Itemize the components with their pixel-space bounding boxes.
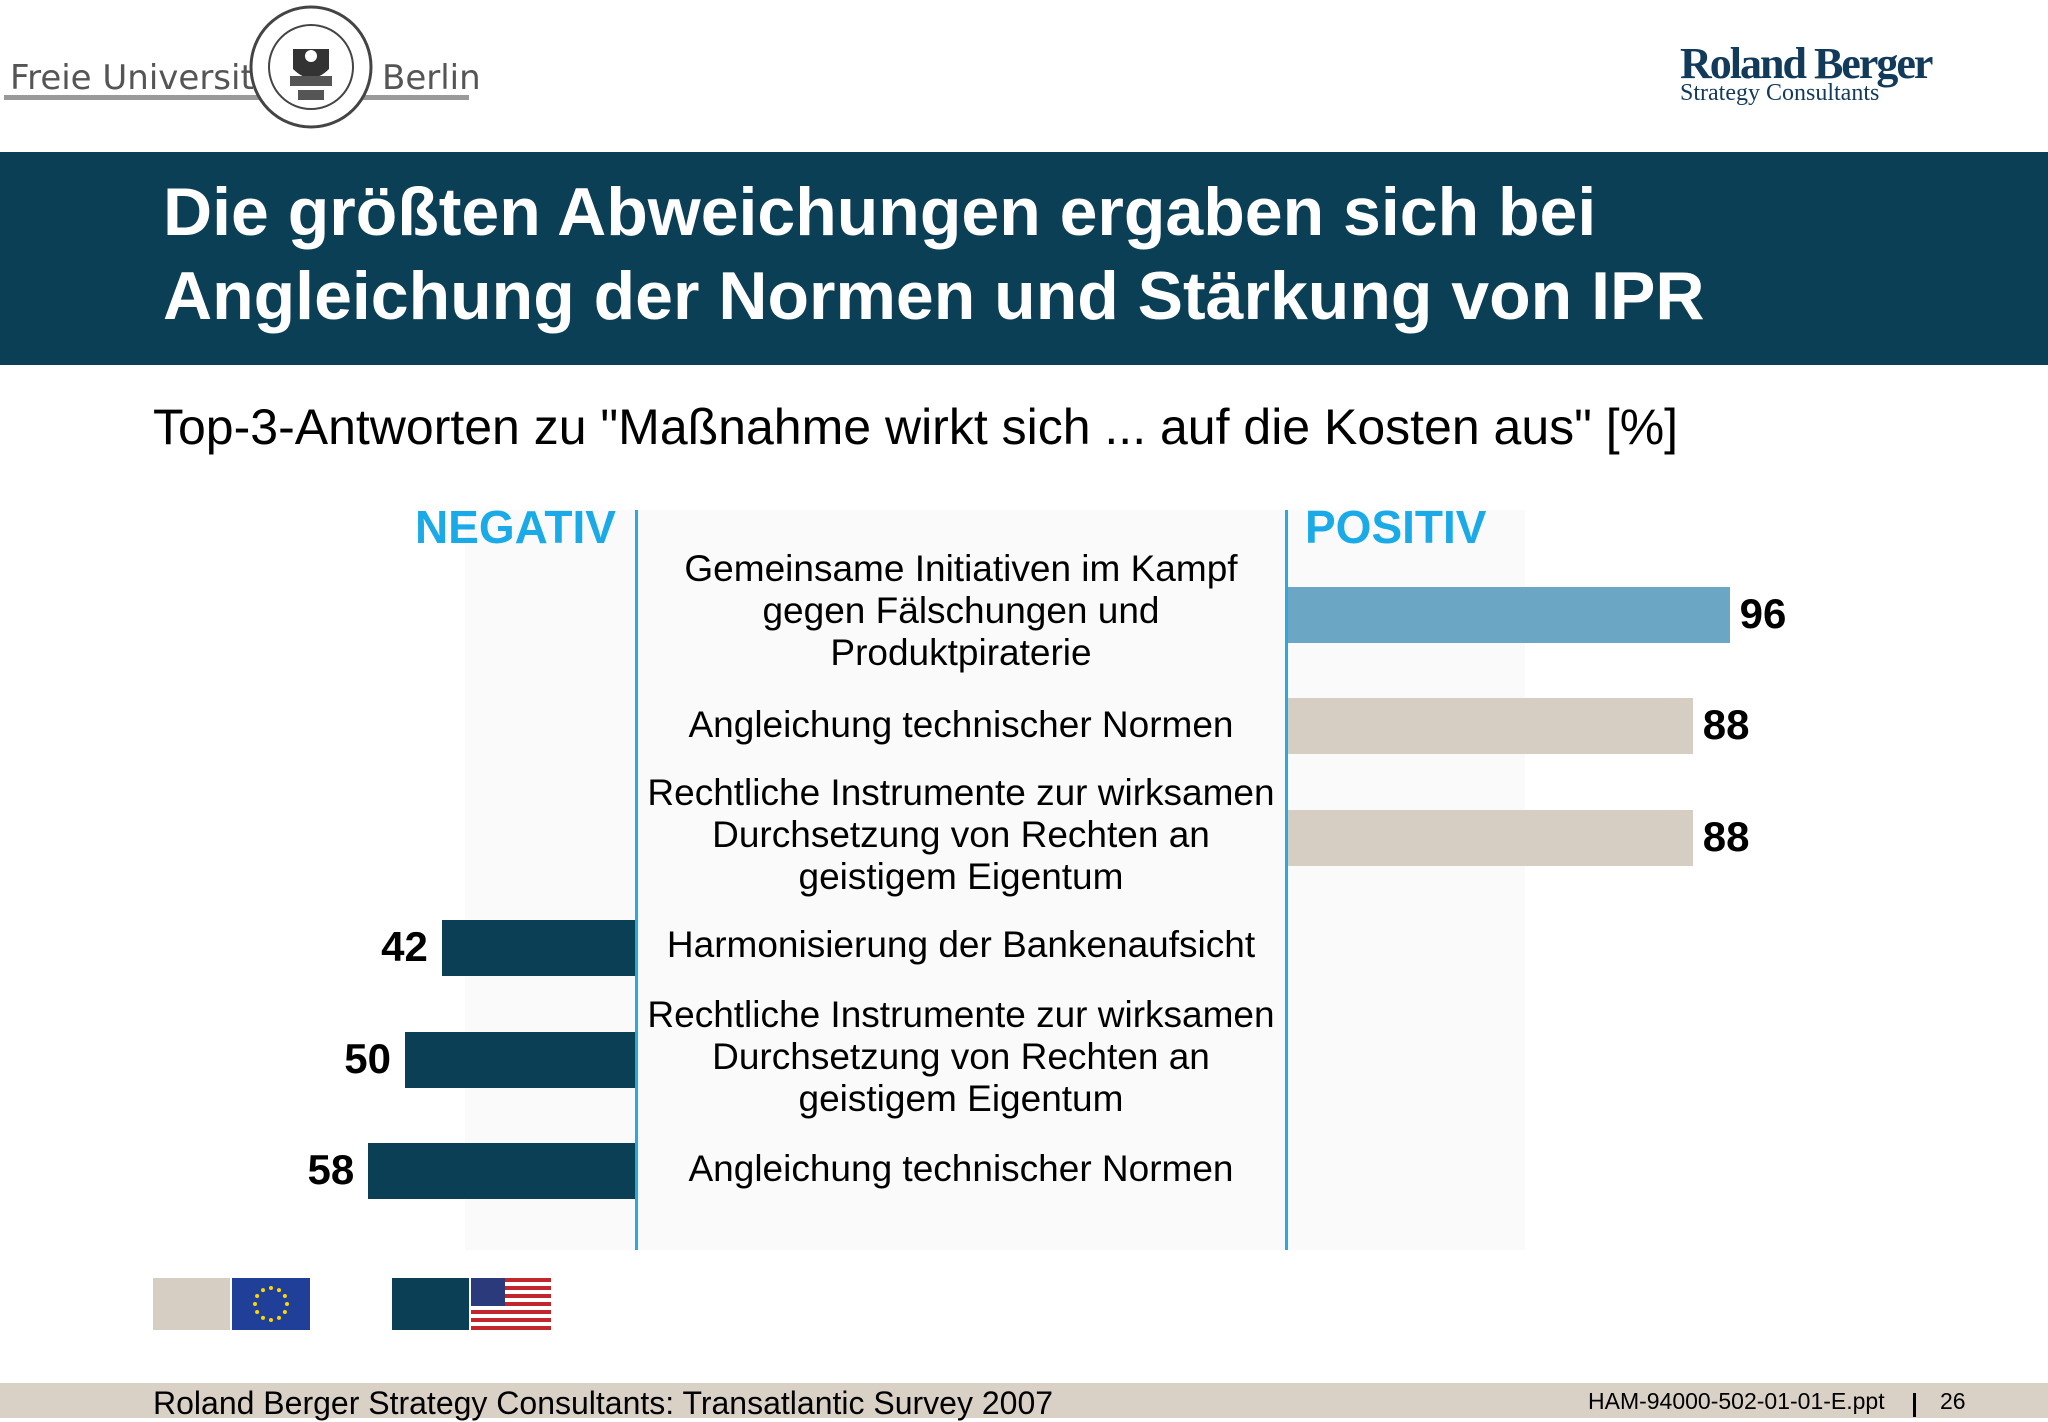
negative-header: NEGATIV xyxy=(414,501,616,553)
footer-page-number: 26 xyxy=(1940,1388,1966,1414)
title-band xyxy=(0,152,2048,365)
fu-logo-text-right: Berlin xyxy=(382,58,481,98)
category-label-eu-2: Angleichung technischer Normen xyxy=(688,704,1234,745)
footer-separator xyxy=(1913,1393,1916,1417)
positive-header: POSITIV xyxy=(1305,501,1487,553)
fu-seal-icon xyxy=(249,5,373,129)
eu-flag-icon xyxy=(232,1278,310,1330)
legend-eu-swatch xyxy=(153,1278,230,1330)
bar-us-1 xyxy=(441,920,635,976)
bar-us-2 xyxy=(405,1032,635,1088)
roland-berger-logo-name: Roland Berger xyxy=(1680,39,1933,88)
bar-eu-1 xyxy=(1288,587,1730,643)
data-label-eu-2: 88 xyxy=(1702,701,1750,748)
category-label-us-1: Harmonisierung der Bankenaufsicht xyxy=(666,924,1256,965)
data-label-eu-3: 88 xyxy=(1702,813,1750,860)
category-label-us-3: Angleichung technischer Normen xyxy=(688,1148,1234,1189)
category-label-eu-1: Gemeinsame Initiativen im Kampf gegen Fä… xyxy=(684,548,1238,673)
page-title: Die größten Abweichungen ergaben sich be… xyxy=(163,174,1705,334)
data-label-eu-1: 96 xyxy=(1739,590,1787,637)
footer-source: Roland Berger Strategy Consultants: Tran… xyxy=(153,1385,1054,1421)
positive-axis-line xyxy=(1285,510,1288,1250)
chart-subtitle: Top-3-Antworten zu "Maßnahme wirkt sich … xyxy=(153,399,1679,455)
negative-axis-line xyxy=(635,510,638,1250)
fu-logo-text-left: Freie Universität xyxy=(10,58,288,98)
category-label-eu-3: Rechtliche Instrumente zur wirksamen Dur… xyxy=(647,772,1275,897)
legend-us-swatch xyxy=(392,1278,469,1330)
roland-berger-logo-subtitle: Strategy Consultants xyxy=(1680,80,1880,106)
footer-file-id: HAM-94000-502-01-01-E.ppt xyxy=(1588,1388,1885,1414)
footer-band xyxy=(0,1383,2048,1418)
data-label-us-3: 58 xyxy=(307,1146,355,1193)
bar-us-3 xyxy=(368,1143,635,1199)
bar-eu-2 xyxy=(1288,698,1693,754)
data-label-us-2: 50 xyxy=(344,1035,391,1082)
category-label-us-2: Rechtliche Instrumente zur wirksamen Dur… xyxy=(647,994,1275,1119)
us-flag-icon xyxy=(471,1278,551,1330)
data-label-us-1: 42 xyxy=(381,923,428,970)
bar-eu-3 xyxy=(1288,810,1693,866)
fu-logo-underline xyxy=(4,95,469,100)
freie-universitaet-logo: Freie Universität Berlin xyxy=(4,10,481,135)
